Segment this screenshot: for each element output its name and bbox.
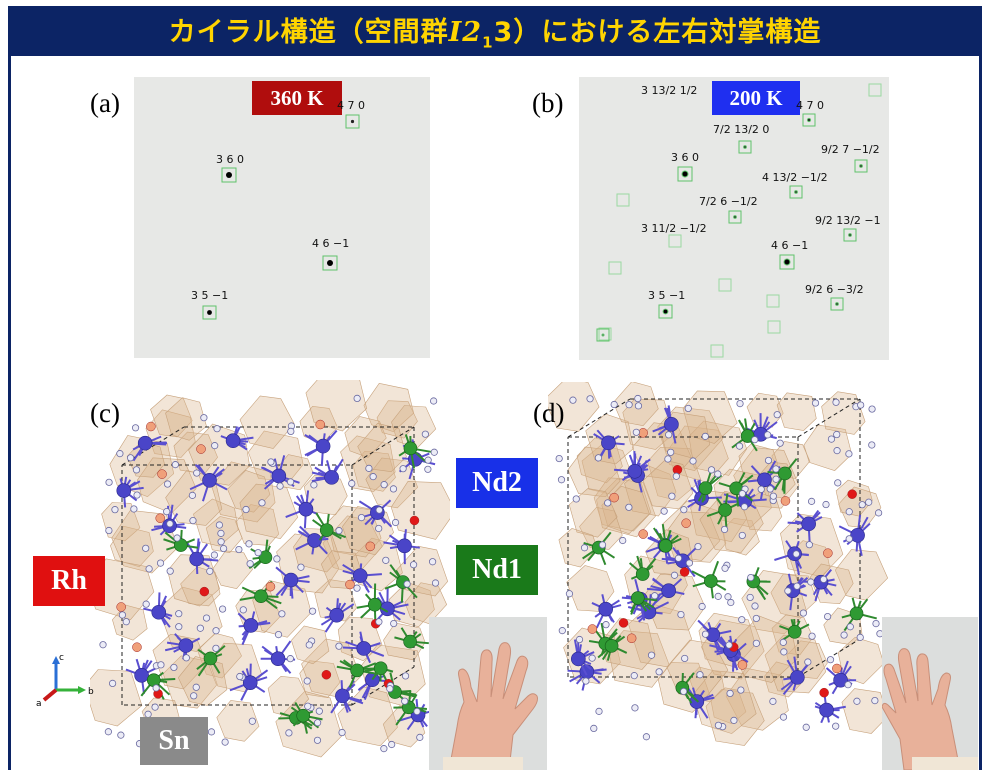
reflection-label: 4 6 −1: [771, 239, 809, 252]
axis-b-label: b: [88, 687, 94, 697]
legend-nd2: Nd2: [456, 458, 538, 508]
reflection-label: 4 13/2 −1/2: [762, 171, 828, 184]
axis-c-label: c: [59, 653, 64, 663]
diffraction-spots-b: [596, 83, 882, 358]
panel-c-label: (c): [90, 398, 120, 428]
reflection-label: 4 6 −1: [312, 237, 350, 250]
reflection-label: 3 5 −1: [648, 289, 686, 302]
diffraction-spots-a: [202, 114, 360, 320]
legend-rh: Rh: [33, 556, 105, 606]
crystal-structure-left-handed: [83, 370, 456, 765]
reflection-label: 3 11/2 −1/2: [641, 222, 707, 235]
reflection-label: 4 7 0: [796, 99, 824, 112]
reflection-label: 9/2 7 −1/2: [821, 143, 880, 156]
axis-triad: c b a: [36, 653, 94, 708]
reflection-label: 4 7 0: [337, 99, 365, 112]
panel-d-label: (d): [533, 398, 565, 428]
crystal-atoms: [83, 370, 456, 758]
axis-a-label: a: [36, 699, 42, 708]
reflection-label: 3 13/2 1/2: [641, 84, 698, 97]
legend-nd1: Nd1: [456, 545, 538, 595]
reflection-label: 7/2 13/2 0: [713, 123, 770, 136]
reflection-label: 3 6 0: [216, 153, 244, 166]
temperature-badge-360k: 360 K: [252, 81, 342, 115]
diffraction-pattern-360k: 360 K 4 7 0 3 6 0 4 6 −1 3 5 −1: [134, 77, 430, 358]
right-frame-border: [979, 56, 982, 770]
left-frame-border: [8, 56, 11, 770]
reflection-label: 9/2 13/2 −1: [815, 214, 881, 227]
panel-b-label: (b): [532, 88, 564, 118]
title-text: カイラル構造（空間群I213）における左右対掌構造: [168, 17, 822, 52]
right-hand-photo: [882, 617, 978, 770]
diffraction-pattern-200k: 200 K 3 13/2 1/2 4 7 0 7/2 13/2 0 9/2 7 …: [579, 77, 889, 360]
temperature-badge-200k: 200 K: [712, 81, 800, 115]
title-banner: カイラル構造（空間群I213）における左右対掌構造: [8, 6, 982, 56]
legend-sn: Sn: [140, 717, 208, 765]
reflection-label: 9/2 6 −3/2: [805, 283, 864, 296]
crystal-atoms: [544, 377, 889, 746]
reflection-label: 3 6 0: [671, 151, 699, 164]
crystal-structure-right-handed: [544, 377, 890, 752]
reflection-label: 3 5 −1: [191, 289, 229, 302]
panel-a-label: (a): [90, 88, 120, 118]
reflection-label: 7/2 6 −1/2: [699, 195, 758, 208]
left-hand-photo: [429, 617, 547, 770]
